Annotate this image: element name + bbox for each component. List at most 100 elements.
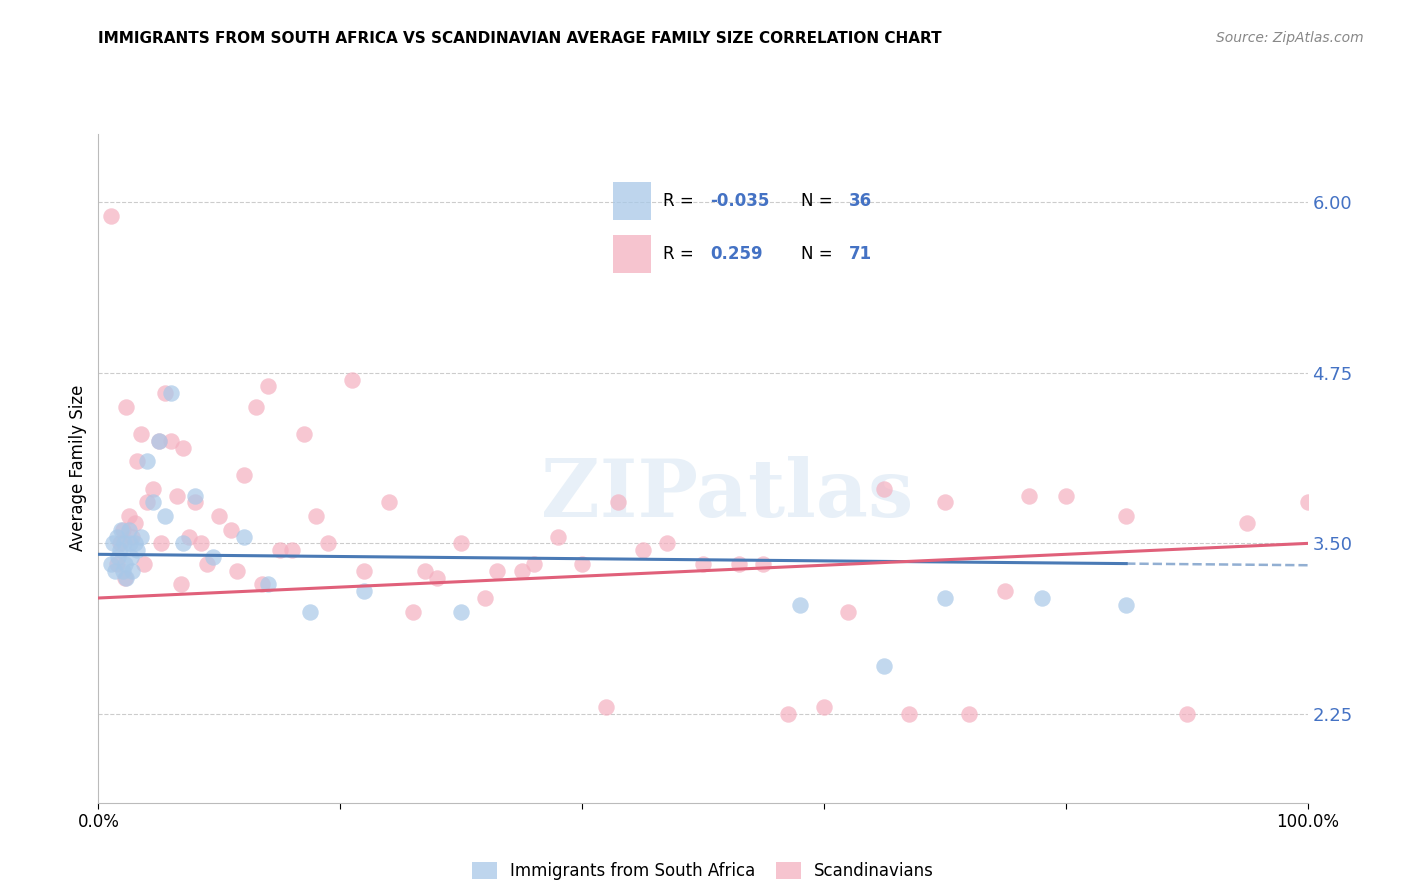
Point xyxy=(655,536,678,550)
Point xyxy=(232,468,254,483)
Point xyxy=(353,564,375,578)
Text: ZIPatlas: ZIPatlas xyxy=(541,456,914,534)
Point xyxy=(100,557,122,571)
Point xyxy=(184,495,207,509)
Point xyxy=(299,605,322,619)
Point xyxy=(316,536,339,550)
Point xyxy=(124,536,146,550)
Point xyxy=(160,386,183,401)
Point xyxy=(547,530,569,544)
Point xyxy=(118,536,141,550)
Point xyxy=(1236,516,1258,530)
Point xyxy=(752,557,775,571)
Point xyxy=(121,530,143,544)
Point xyxy=(114,557,136,571)
Point xyxy=(245,400,267,414)
Text: -0.035: -0.035 xyxy=(710,192,769,210)
Point xyxy=(595,700,617,714)
Point xyxy=(112,536,135,550)
Text: N =: N = xyxy=(801,192,832,210)
Point xyxy=(148,434,170,448)
Point xyxy=(221,523,243,537)
Text: N =: N = xyxy=(801,245,832,263)
Point xyxy=(256,379,278,393)
Text: Source: ZipAtlas.com: Source: ZipAtlas.com xyxy=(1216,31,1364,45)
Text: 71: 71 xyxy=(849,245,872,263)
Point xyxy=(129,427,152,442)
Point xyxy=(100,209,122,223)
Point xyxy=(934,495,956,509)
Point xyxy=(402,605,425,619)
Point xyxy=(607,495,630,509)
Text: 0.259: 0.259 xyxy=(710,245,763,263)
Point xyxy=(104,564,127,578)
Point xyxy=(190,536,212,550)
Point xyxy=(994,584,1017,599)
Point xyxy=(873,482,896,496)
Point xyxy=(118,523,141,537)
Point xyxy=(115,570,138,584)
Point xyxy=(129,530,152,544)
Point xyxy=(813,700,835,714)
Point xyxy=(118,509,141,524)
Point xyxy=(111,523,134,537)
Point xyxy=(873,659,896,673)
Point xyxy=(184,489,207,503)
Point xyxy=(776,707,799,722)
Point xyxy=(105,557,128,571)
Point xyxy=(1018,489,1040,503)
Point xyxy=(305,509,328,524)
Point xyxy=(142,482,165,496)
Text: R =: R = xyxy=(664,245,693,263)
Point xyxy=(124,516,146,530)
Point xyxy=(127,543,149,558)
Point xyxy=(837,605,859,619)
Point xyxy=(135,454,157,468)
Point xyxy=(208,509,231,524)
Point xyxy=(256,577,278,591)
Point xyxy=(450,536,472,550)
Point xyxy=(111,564,134,578)
Text: IMMIGRANTS FROM SOUTH AFRICA VS SCANDINAVIAN AVERAGE FAMILY SIZE CORRELATION CHA: IMMIGRANTS FROM SOUTH AFRICA VS SCANDINA… xyxy=(98,31,942,46)
Point xyxy=(957,707,980,722)
Point xyxy=(353,584,375,599)
Point xyxy=(135,495,157,509)
Point xyxy=(166,489,188,503)
Point xyxy=(250,577,273,591)
Point xyxy=(426,570,449,584)
Point xyxy=(160,434,183,448)
Point xyxy=(292,427,315,442)
Point xyxy=(172,441,194,455)
Text: 36: 36 xyxy=(849,192,872,210)
Point xyxy=(226,564,249,578)
Point xyxy=(101,536,124,550)
Point xyxy=(114,570,136,584)
Point xyxy=(1031,591,1053,605)
Legend: Immigrants from South Africa, Scandinavians: Immigrants from South Africa, Scandinavi… xyxy=(464,854,942,888)
Point xyxy=(121,564,143,578)
Point xyxy=(486,564,509,578)
FancyBboxPatch shape xyxy=(613,235,651,273)
Point xyxy=(571,557,593,571)
Point xyxy=(195,557,218,571)
Point xyxy=(150,536,173,550)
Point xyxy=(134,557,156,571)
Point xyxy=(148,434,170,448)
Point xyxy=(377,495,399,509)
Point xyxy=(1296,495,1319,509)
Point xyxy=(1115,598,1137,612)
Point xyxy=(110,523,132,537)
Point xyxy=(269,543,291,558)
Point xyxy=(934,591,956,605)
Point xyxy=(108,543,131,558)
Point xyxy=(450,605,472,619)
Point xyxy=(1115,509,1137,524)
Point xyxy=(142,495,165,509)
Point xyxy=(172,536,194,550)
Point xyxy=(127,454,149,468)
Point xyxy=(413,564,436,578)
Point xyxy=(105,530,128,544)
Point xyxy=(169,577,191,591)
Point xyxy=(631,543,654,558)
Point xyxy=(1175,707,1198,722)
